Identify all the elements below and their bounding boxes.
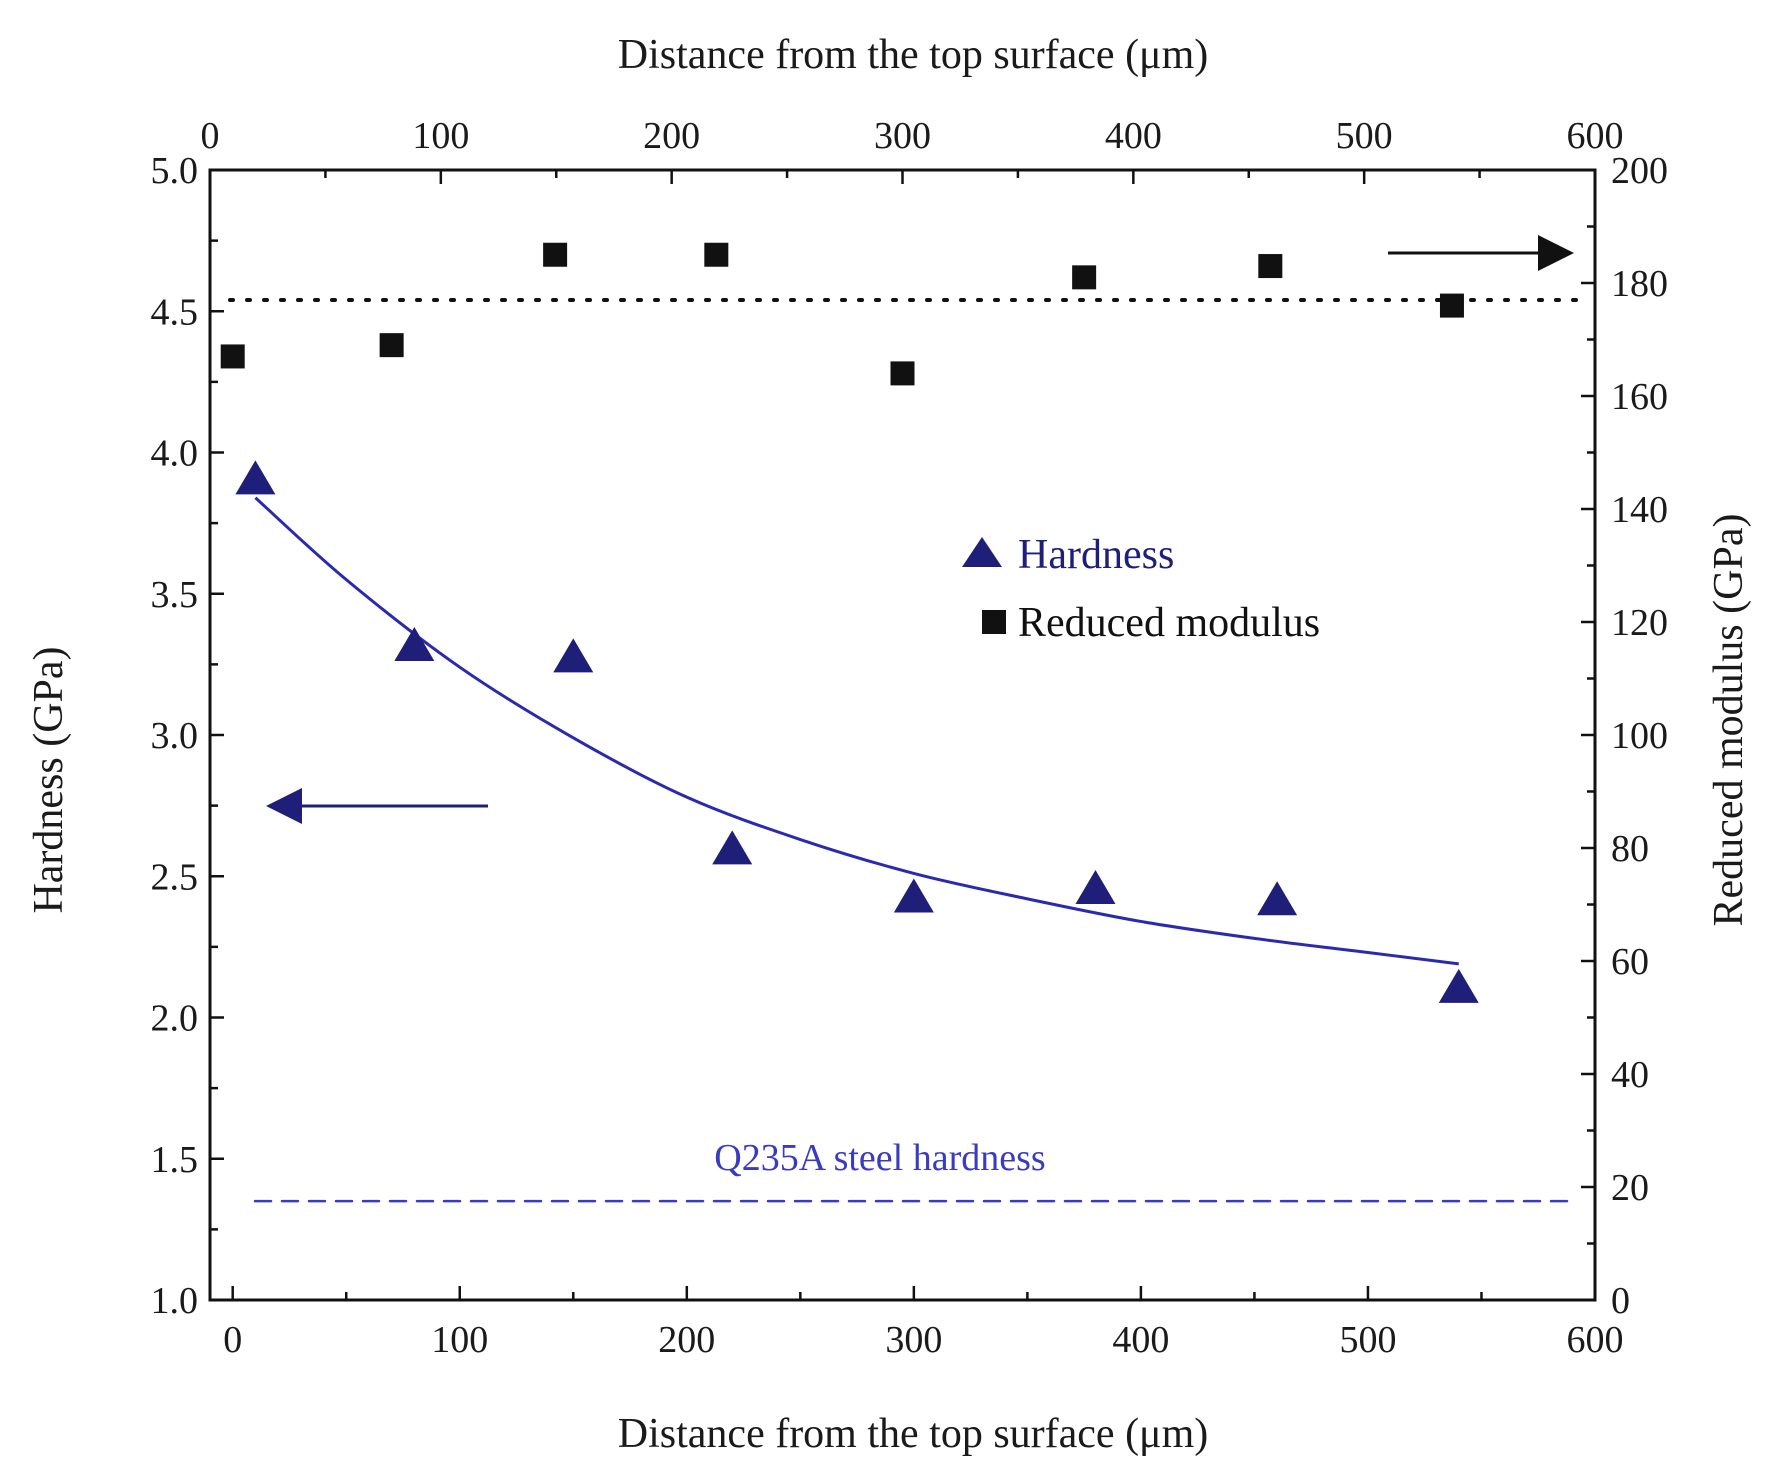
hardness-point — [893, 878, 934, 913]
x-tick-label-top: 0 — [201, 115, 220, 157]
y-tick-label-left: 5.0 — [151, 150, 199, 192]
modulus-point — [1439, 293, 1464, 318]
legend-marker-hardness — [962, 537, 1002, 567]
plot-frame — [208, 168, 1597, 1302]
modulus-point — [379, 333, 404, 358]
modulus-point — [543, 242, 568, 267]
y-tick-label-right: 60 — [1611, 941, 1649, 983]
x-tick-label-bottom: 200 — [658, 1319, 715, 1361]
y-tick-label-left: 1.0 — [151, 1280, 199, 1322]
modulus-point — [1072, 265, 1097, 290]
legend-label-hardness: Hardness — [1018, 532, 1174, 578]
y-tick-label-right: 100 — [1611, 715, 1668, 757]
y-tick-label-right: 140 — [1611, 489, 1668, 531]
x-axis-title-top: Distance from the top surface (μm) — [618, 32, 1208, 78]
y-tick-label-left: 1.5 — [151, 1139, 199, 1181]
y-tick-label-right: 80 — [1611, 828, 1649, 870]
y-tick-label-left: 3.5 — [151, 574, 199, 616]
hardness-point — [553, 638, 594, 673]
y-tick-label-left: 2.5 — [151, 856, 199, 898]
hardness-point — [235, 460, 276, 495]
x-tick-label-top: 600 — [1567, 115, 1624, 157]
modulus-point — [890, 361, 915, 386]
hardness-point — [1438, 968, 1479, 1003]
x-tick-label-bottom: 300 — [885, 1319, 942, 1361]
legend-label-modulus: Reduced modulus — [1018, 600, 1320, 646]
y-tick-label-left: 2.0 — [151, 998, 199, 1040]
modulus-point — [1258, 254, 1283, 279]
legend: Hardness Reduced modulus — [962, 532, 1320, 646]
y-tick-label-right: 20 — [1611, 1167, 1649, 1209]
legend-marker-modulus — [982, 610, 1006, 634]
hardness-point — [712, 830, 753, 865]
y-tick-label-left: 4.0 — [151, 433, 199, 475]
hardness-point — [1257, 881, 1298, 916]
y-tick-label-left: 4.5 — [151, 291, 199, 333]
hardness-point — [1075, 869, 1116, 904]
x-tick-label-top: 100 — [412, 115, 469, 157]
y-tick-label-left: 3.0 — [151, 715, 199, 757]
hardness-point — [394, 627, 435, 662]
x-tick-label-top: 300 — [874, 115, 931, 157]
x-tick-label-bottom: 0 — [223, 1319, 242, 1361]
x-axis-title-bottom: Distance from the top surface (μm) — [618, 1411, 1208, 1457]
y-tick-label-right: 160 — [1611, 376, 1668, 418]
x-tick-label-bottom: 600 — [1567, 1319, 1624, 1361]
x-tick-label-bottom: 100 — [431, 1319, 488, 1361]
modulus-point — [220, 344, 245, 369]
x-tick-label-top: 500 — [1336, 115, 1393, 157]
modulus-point — [704, 242, 729, 267]
y-tick-label-right: 0 — [1611, 1280, 1630, 1322]
x-tick-label-top: 400 — [1105, 115, 1162, 157]
y-axis-title-left: Hardness (GPa) — [26, 646, 72, 913]
y-axis-title-right: Reduced modulus (GPa) — [1706, 514, 1752, 927]
hardness-fit-curve — [254, 496, 1459, 966]
y-tick-label-right: 180 — [1611, 263, 1668, 305]
x-tick-label-top: 200 — [643, 115, 700, 157]
x-tick-label-bottom: 500 — [1339, 1319, 1396, 1361]
y-tick-label-right: 120 — [1611, 602, 1668, 644]
x-tick-label-bottom: 400 — [1112, 1319, 1169, 1361]
y-tick-label-right: 40 — [1611, 1054, 1649, 1096]
q235a-steel-hardness-label: Q235A steel hardness — [714, 1137, 1045, 1179]
y-tick-label-right: 200 — [1611, 150, 1668, 192]
